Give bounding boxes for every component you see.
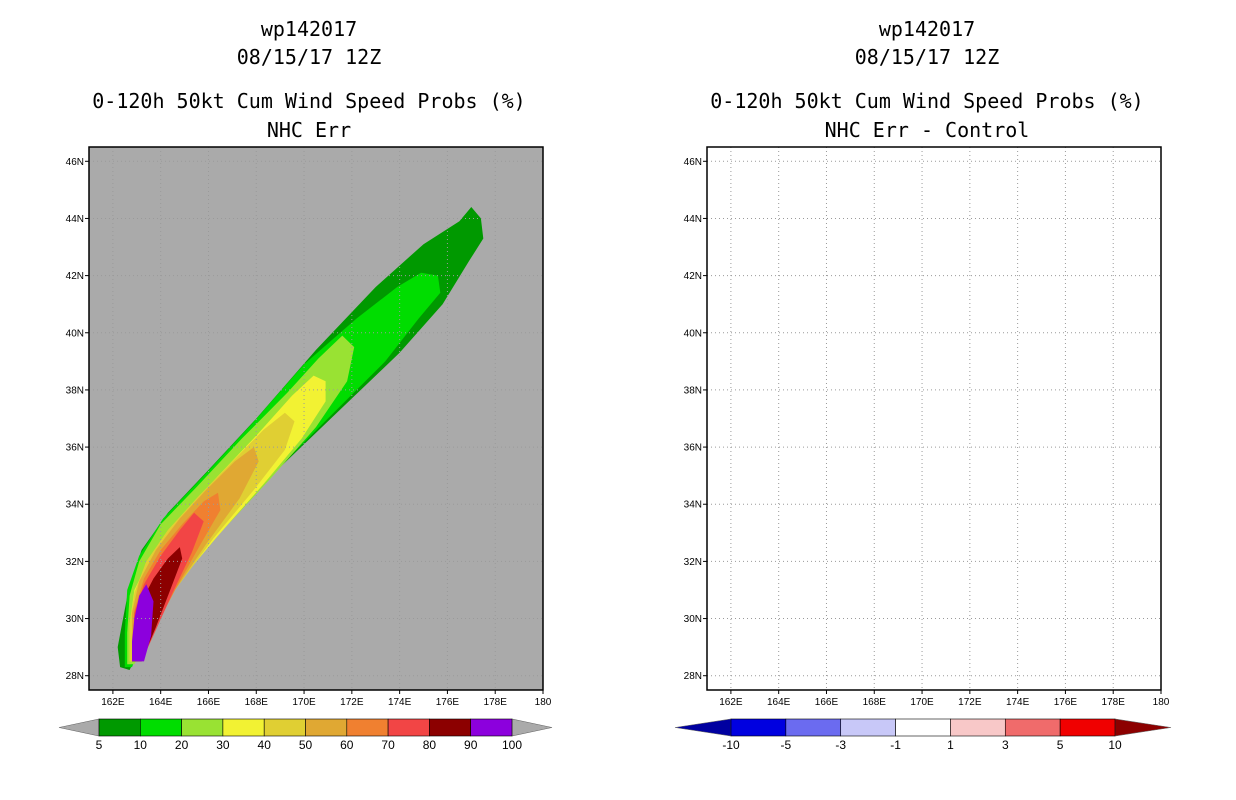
x-tick-label: 170E (910, 697, 934, 708)
colorbar-label: 90 (464, 738, 478, 752)
colorbar-label: 60 (340, 738, 354, 752)
colorbar-label: 70 (381, 738, 395, 752)
colorbar-under-arrow (674, 718, 732, 737)
colorbar-label: 80 (423, 738, 437, 752)
colorbar-swatch (305, 718, 348, 737)
y-tick-label: 34N (66, 500, 84, 511)
left-panel-label: NHC Err (266, 118, 352, 142)
contour-90-percent (132, 584, 154, 662)
colorbar-swatch (346, 718, 389, 737)
x-tick-label: 166E (815, 697, 839, 708)
colorbar-swatch (1059, 718, 1116, 737)
y-tick-label: 38N (684, 385, 702, 396)
x-tick-label: 174E (1006, 697, 1030, 708)
y-tick-label: 42N (684, 271, 702, 282)
x-tick-label: 162E (719, 697, 743, 708)
colorbar-over-arrow (1114, 718, 1172, 737)
right-difference-map: 162E 164E 166E 168E 170E 172E 174E 176E 178E 180 2… (674, 146, 1172, 752)
colorbar-label: 10 (1108, 738, 1122, 752)
colorbar-swatch (1004, 718, 1061, 737)
colorbar-swatch (140, 718, 182, 737)
colorbar-swatch (181, 718, 224, 737)
colorbar-swatch (429, 718, 471, 737)
right-title: wp142017 (878, 17, 976, 41)
y-tick-label: 32N (66, 557, 84, 568)
colorbar-label: 1 (947, 738, 954, 752)
right-product-title: 0-120h 50kt Cum Wind Speed Probs (%) (710, 89, 1144, 113)
x-tick-label: 166E (197, 697, 221, 708)
left-subtitle: 08/15/17 12Z (236, 45, 382, 69)
colorbar-swatch (222, 718, 265, 737)
colorbar-swatch (950, 718, 1006, 737)
right-panel-label: NHC Err - Control (824, 118, 1030, 142)
y-tick-label: 44N (684, 214, 702, 225)
left-product-title: 0-120h 50kt Cum Wind Speed Probs (%) (92, 89, 526, 113)
y-tick-label: 32N (684, 557, 702, 568)
x-tick-label: 162E (101, 697, 125, 708)
x-tick-label: 176E (436, 697, 460, 708)
contour-10-percent (124, 272, 441, 668)
x-tick-label: 174E (388, 697, 412, 708)
y-tick-label: 46N (66, 157, 84, 168)
y-tick-label: 44N (66, 214, 84, 225)
y-tick-label: 36N (684, 443, 702, 454)
x-tick-label: 172E (958, 697, 982, 708)
x-tick-label: 180 (535, 697, 552, 708)
y-tick-label: 28N (684, 671, 702, 682)
contour-group (117, 207, 484, 670)
x-tick-label: 180 (1153, 697, 1170, 708)
colorbar-label: -10 (722, 738, 740, 752)
colorbar-label: 50 (299, 738, 313, 752)
y-tick-label: 28N (66, 671, 84, 682)
x-tick-label: 176E (1054, 697, 1078, 708)
colorbar-label: 5 (96, 738, 103, 752)
x-tick-label: 170E (292, 697, 316, 708)
y-tick-label: 42N (66, 271, 84, 282)
colorbar-swatch (730, 718, 787, 737)
colorbar-swatch (387, 718, 430, 737)
colorbar-label: 20 (175, 738, 189, 752)
contour-40-percent (129, 412, 295, 662)
colorbar-label: 10 (134, 738, 148, 752)
y-tick-label: 46N (684, 157, 702, 168)
colorbar-swatch (263, 718, 306, 737)
y-tick-label: 36N (66, 443, 84, 454)
colorbar-swatch (840, 718, 896, 737)
colorbar-swatch (895, 718, 951, 737)
map-frame (88, 146, 544, 691)
y-tick-label: 30N (66, 614, 84, 625)
left-title: wp142017 (260, 17, 358, 41)
y-tick-label: 38N (66, 385, 84, 396)
x-tick-label: 164E (149, 697, 173, 708)
x-tick-label: 172E (340, 697, 364, 708)
x-tick-label: 178E (1102, 697, 1126, 708)
y-tick-label: 34N (684, 500, 702, 511)
left-probability-map: 162E 164E 166E 168E 170E 172E 174E 176E 178E 180 2… (58, 146, 553, 752)
colorbar-label: -5 (781, 738, 792, 752)
colorbar-label: -1 (890, 738, 901, 752)
colorbar-under-arrow (58, 718, 100, 737)
y-tick-label: 40N (66, 328, 84, 339)
x-tick-label: 178E (484, 697, 508, 708)
colorbar-label: 5 (1057, 738, 1064, 752)
colorbar-label: 3 (1002, 738, 1009, 752)
y-tick-label: 40N (684, 328, 702, 339)
y-tick-label: 30N (684, 614, 702, 625)
colorbar-over-arrow (511, 718, 553, 737)
map-frame (706, 146, 1162, 691)
colorbar-swatch (470, 718, 513, 737)
right-subtitle: 08/15/17 12Z (854, 45, 1000, 69)
colorbar-label: 30 (216, 738, 230, 752)
map-background (707, 147, 1161, 690)
x-tick-label: 168E (245, 697, 269, 708)
colorbar-label: 40 (258, 738, 272, 752)
colorbar-label: -3 (835, 738, 846, 752)
x-tick-label: 164E (767, 697, 791, 708)
x-tick-label: 168E (863, 697, 887, 708)
colorbar-swatch (785, 718, 842, 737)
colorbar-label: 100 (502, 738, 522, 752)
colorbar-swatch (98, 718, 141, 737)
